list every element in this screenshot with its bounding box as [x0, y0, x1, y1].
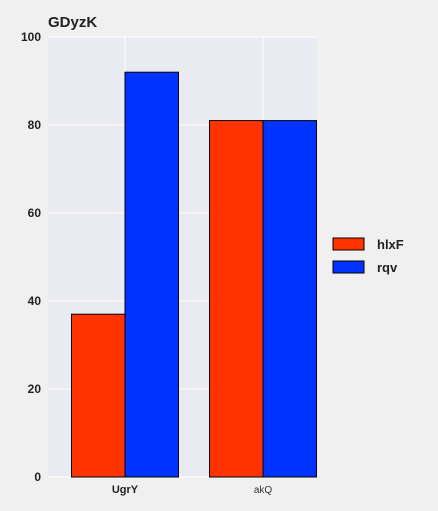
- legend-swatch-hlxF: [332, 237, 365, 251]
- chart-title: GDyzK: [48, 14, 97, 31]
- y-tick-label: 60: [28, 206, 42, 220]
- legend: hlxF rqv: [332, 237, 404, 275]
- legend-label-rqv: rqv: [377, 260, 398, 275]
- legend-swatch-rqv: [332, 260, 365, 274]
- x-tick-label: akQ: [254, 485, 273, 496]
- bar-rqv-akQ: [262, 120, 317, 478]
- y-tick-label: 0: [34, 470, 41, 484]
- y-tick-label: 40: [28, 294, 42, 308]
- y-tick-label: 100: [21, 30, 41, 44]
- bar-hlxF-akQ: [209, 120, 264, 478]
- bars: [71, 71, 317, 478]
- x-axis-ticks: UgrY akQ: [112, 484, 273, 496]
- y-axis-ticks: 0 20 40 60 80 100: [21, 30, 41, 484]
- x-tick-label: UgrY: [112, 484, 139, 496]
- legend-label-hlxF: hlxF: [377, 237, 404, 252]
- y-tick-label: 20: [28, 382, 42, 396]
- y-tick-label: 80: [28, 118, 42, 132]
- bar-rqv-UgrY: [124, 71, 179, 478]
- bar-hlxF-UgrY: [71, 313, 126, 478]
